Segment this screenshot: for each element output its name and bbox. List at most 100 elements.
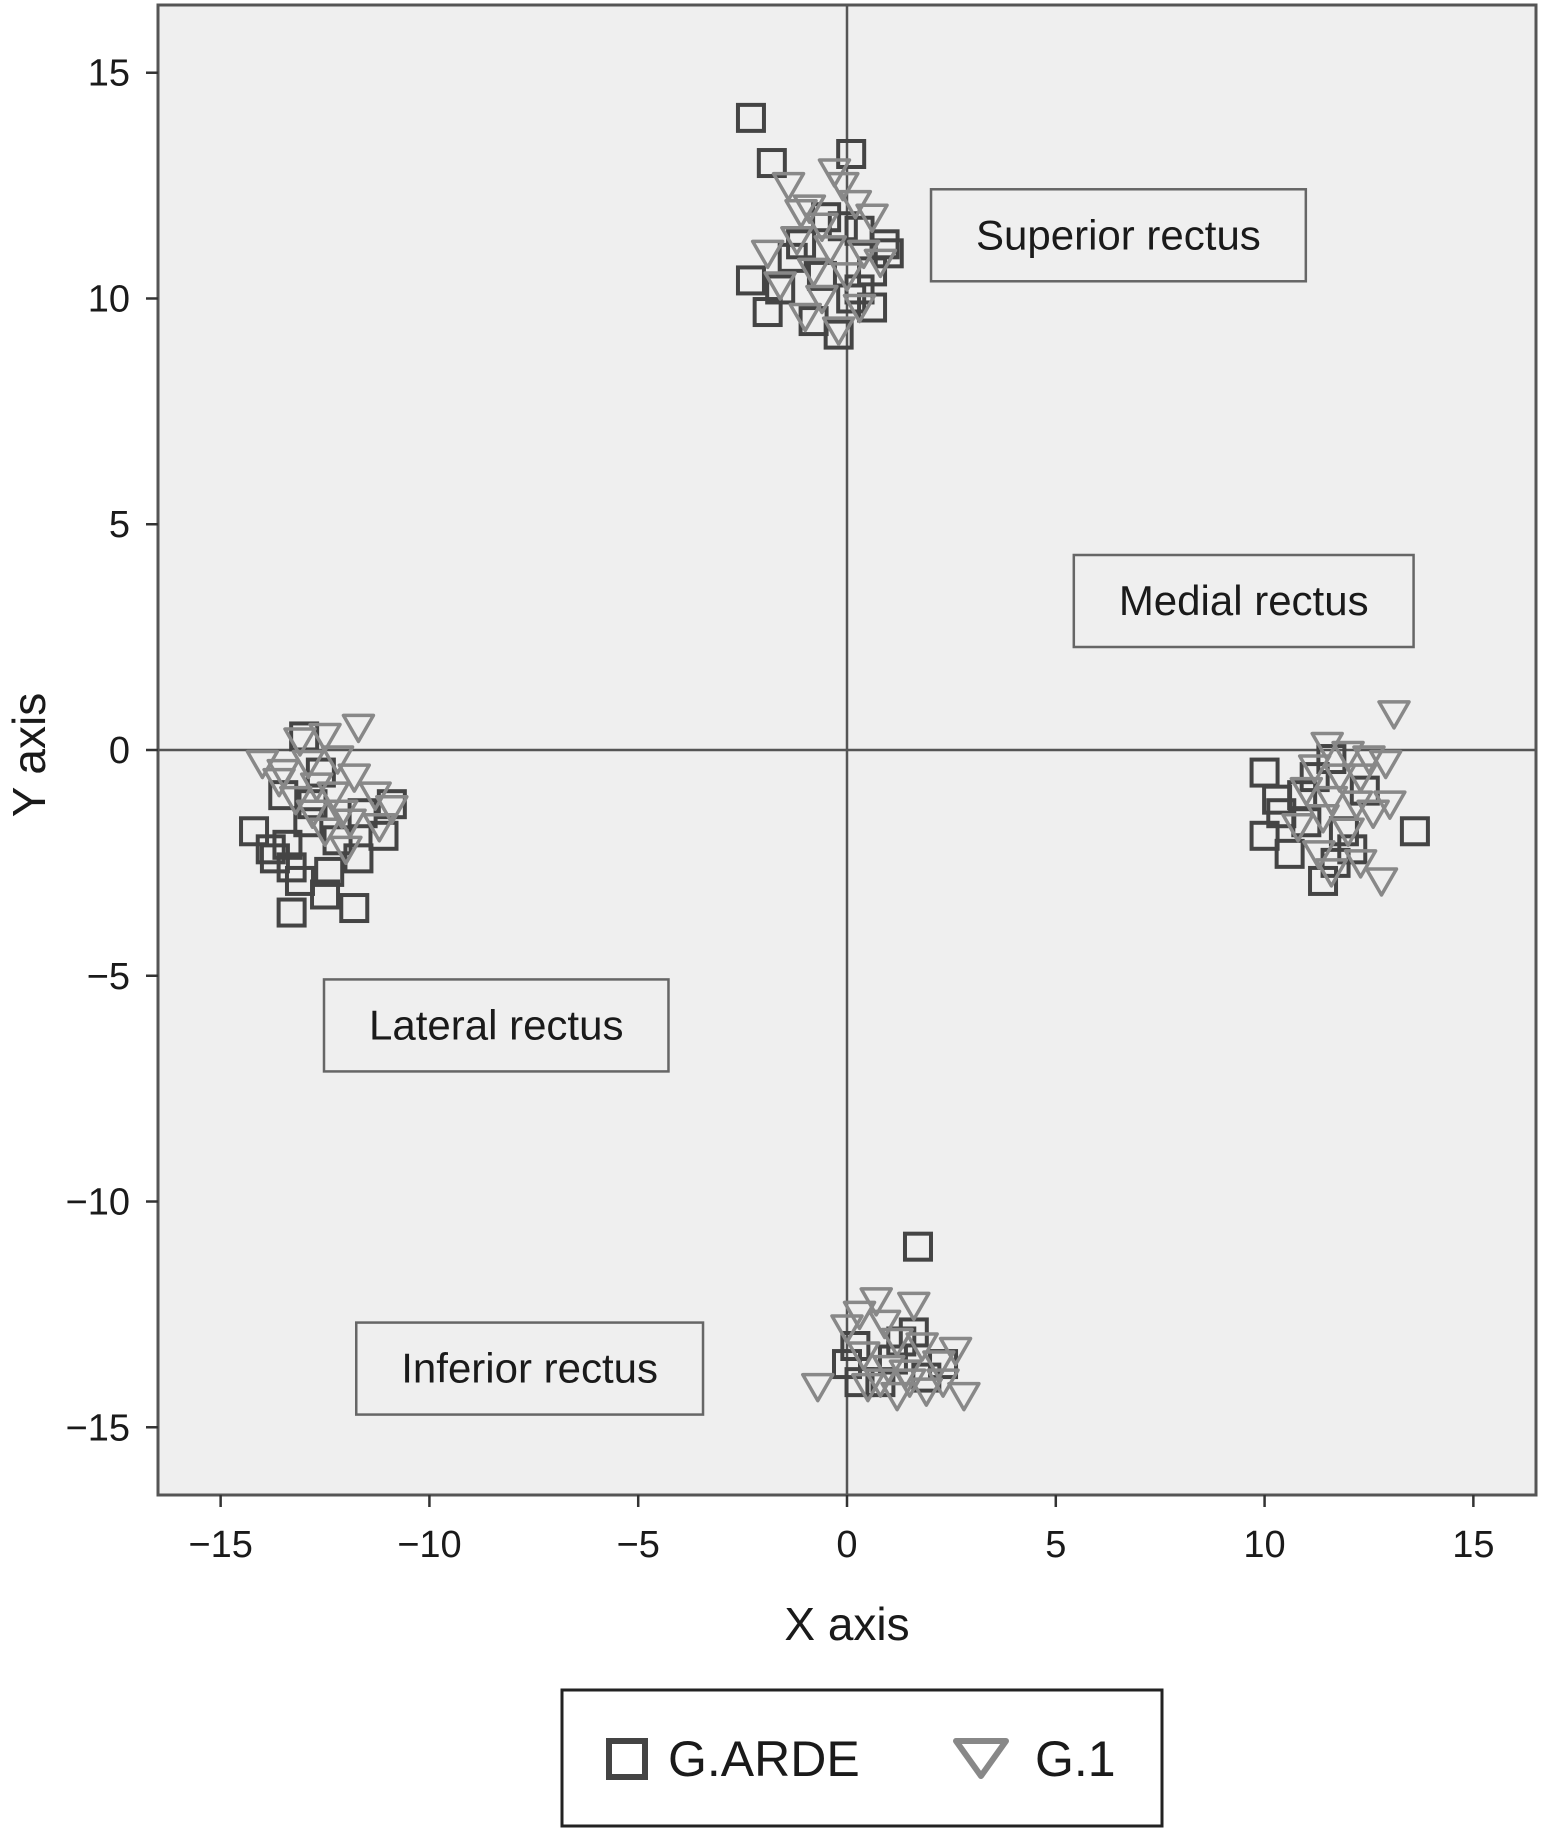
- data-point-g-1: [1281, 813, 1315, 843]
- data-point-g-1: [1368, 749, 1403, 780]
- legend-triangle-marker: [953, 1738, 1009, 1779]
- data-point-g-1: [805, 212, 839, 242]
- data-point-g-1: [324, 799, 359, 829]
- data-point-g-arde: [902, 1231, 933, 1262]
- x-axis: −15 −10 −5 0 5 10 15: [188, 1495, 1495, 1566]
- data-point-g-1: [905, 1332, 939, 1362]
- data-point-g-1: [846, 1341, 881, 1371]
- annotation-box: [929, 188, 1308, 283]
- data-point-g-1: [308, 817, 342, 848]
- data-point-g-arde: [268, 780, 299, 811]
- data-point-g-arde: [1249, 820, 1280, 851]
- data-point-g-1: [1302, 840, 1336, 870]
- reference-lines: [158, 5, 1536, 1495]
- data-point-g-1: [855, 203, 889, 233]
- data-point-g-arde: [836, 139, 867, 169]
- data-point-g-1: [922, 1350, 956, 1380]
- legend-label-g-arde: G.ARDE: [668, 1731, 860, 1787]
- data-point-g-1: [846, 239, 881, 270]
- x-tick-label: −5: [617, 1524, 660, 1566]
- data-point-g-1: [1377, 700, 1411, 730]
- data-point-g-1: [771, 171, 806, 202]
- data-point-g-arde: [284, 865, 315, 896]
- data-point-g-1: [842, 293, 877, 324]
- data-point-g-1: [283, 727, 317, 757]
- data-point-g-1: [1306, 803, 1340, 834]
- annotation-label: Medial rectus: [1119, 577, 1369, 624]
- data-point-g-arde: [873, 238, 904, 269]
- y-tick-label: 5: [109, 504, 130, 546]
- data-point-g-1: [947, 1381, 981, 1412]
- annotation-box: [1072, 553, 1415, 649]
- legend-box: [560, 1688, 1164, 1828]
- data-point-g-1: [308, 722, 342, 753]
- data-point-g-arde: [239, 816, 270, 847]
- legend-square-marker: [606, 1738, 648, 1780]
- data-point-g-1: [830, 262, 864, 292]
- data-point-g-arde: [314, 856, 345, 887]
- data-point-g-arde: [293, 807, 324, 838]
- x-tick-label: −10: [397, 1524, 461, 1566]
- data-point-g-1: [780, 226, 814, 256]
- data-point-g-1: [805, 284, 839, 315]
- data-point-g-arde: [259, 843, 290, 874]
- y-tick-label: −10: [66, 1182, 130, 1224]
- legend-label-g-1: G.1: [1035, 1731, 1116, 1787]
- data-points: [239, 102, 1430, 1412]
- data-point-g-arde: [840, 1331, 871, 1361]
- data-point-g-1: [863, 248, 898, 279]
- data-point-g-1: [1331, 817, 1365, 848]
- data-point-g-1: [295, 799, 330, 829]
- annotation: Inferior rectus: [355, 1321, 705, 1416]
- data-point-g-1: [1322, 763, 1357, 793]
- data-point-g-1: [801, 1372, 835, 1403]
- x-tick-label: 0: [836, 1524, 857, 1566]
- data-point-g-arde: [752, 297, 783, 328]
- data-point-g-1: [375, 794, 409, 825]
- annotation: Superior rectus: [929, 188, 1308, 283]
- y-tick-label: 0: [109, 730, 130, 772]
- data-point-g-1: [763, 271, 797, 301]
- data-point-g-1: [938, 1336, 973, 1367]
- y-tick-label: 15: [88, 53, 130, 95]
- data-point-g-arde: [276, 897, 307, 928]
- y-axis: −15 −10 −5 0 5 10 15: [66, 53, 158, 1449]
- data-point-g-arde: [869, 229, 900, 260]
- data-point-g-1: [880, 1381, 914, 1412]
- data-point-g-1: [796, 257, 831, 288]
- data-point-g-arde: [343, 843, 374, 874]
- data-point-g-arde: [756, 148, 787, 179]
- annotation: Lateral rectus: [322, 978, 670, 1073]
- data-point-g-1: [262, 767, 296, 798]
- data-point-g-1: [926, 1368, 960, 1398]
- annotation-label: Lateral rectus: [369, 1001, 623, 1048]
- data-point-g-1: [320, 745, 355, 775]
- y-tick-label: −15: [66, 1407, 130, 1449]
- data-point-g-1: [337, 763, 372, 793]
- data-point-g-1: [1373, 790, 1407, 820]
- annotation-label: Inferior rectus: [401, 1345, 658, 1392]
- legend: G.ARDE G.1: [560, 1688, 1164, 1828]
- data-point-g-1: [1297, 754, 1332, 784]
- y-axis-title: Y axis: [3, 693, 55, 817]
- data-point-g-arde: [823, 319, 854, 350]
- annotation-box: [355, 1321, 705, 1416]
- annotations: Superior rectus Medial rectus Lateral rect…: [322, 188, 1415, 1416]
- x-tick-label: 15: [1452, 1524, 1494, 1566]
- data-point-g-1: [1343, 849, 1378, 879]
- data-point-g-arde: [735, 265, 766, 296]
- data-point-g-1: [329, 835, 363, 866]
- data-point-g-1: [1314, 858, 1349, 888]
- data-point-g-1: [1356, 799, 1390, 829]
- data-point-g-1: [750, 239, 785, 270]
- data-point-g-arde: [735, 102, 766, 133]
- data-point-g-1: [1343, 763, 1378, 793]
- annotation: Medial rectus: [1072, 553, 1415, 649]
- data-point-g-1: [867, 1309, 902, 1340]
- data-point-g-1: [1314, 785, 1349, 816]
- x-tick-label: 5: [1045, 1524, 1066, 1566]
- data-point-g-arde: [1262, 784, 1293, 815]
- data-point-g-1: [909, 1377, 944, 1407]
- annotation-box: [322, 978, 670, 1073]
